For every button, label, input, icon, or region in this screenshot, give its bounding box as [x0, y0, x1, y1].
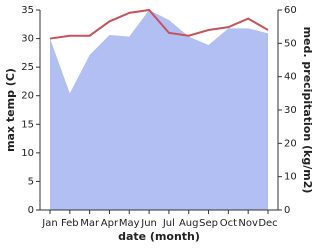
- y-tick-label: 20: [21, 91, 34, 102]
- chart: date (month) max temp (C) med. precipita…: [4, 5, 314, 243]
- x-tick-label: Mar: [80, 218, 100, 229]
- y2-tick-label: 20: [284, 138, 297, 149]
- precipitation-area: [50, 10, 268, 210]
- y2-tick-label: 40: [284, 72, 297, 83]
- x-tick-label: Nov: [238, 218, 258, 229]
- x-tick-label: Apr: [101, 218, 119, 229]
- x-tick-label: Dec: [258, 218, 277, 229]
- x-tick-label: Feb: [61, 218, 79, 229]
- x-tick-label: Jun: [140, 218, 157, 229]
- y-tick-label: 25: [21, 62, 34, 73]
- x-tick-label: Aug: [179, 218, 199, 229]
- x-tick-label: May: [119, 218, 140, 229]
- y-axis-label: max temp (C): [4, 68, 17, 152]
- x-tick-label: Jan: [41, 218, 57, 229]
- y-tick-label: 15: [21, 119, 34, 130]
- y-tick-label: 35: [21, 5, 34, 16]
- x-tick-label: Oct: [220, 218, 237, 229]
- temp-line: [49, 8, 269, 40]
- y-tick-label: 30: [21, 34, 34, 45]
- x-axis-label: date (month): [118, 230, 200, 243]
- y-tick-label: 10: [21, 148, 34, 159]
- x-tick-label: Sep: [199, 218, 218, 229]
- y2-tick-label: 50: [284, 38, 297, 49]
- y2-tick-label: 60: [284, 5, 297, 16]
- y2-tick-label: 0: [284, 205, 290, 216]
- y-tick-label: 5: [28, 176, 34, 187]
- y-tick-label: 0: [28, 205, 34, 216]
- y2-tick-label: 30: [284, 105, 297, 116]
- x-tick-label: Jul: [162, 218, 175, 229]
- y2-tick-label: 10: [284, 172, 297, 183]
- y2-axis-label: med. precipitation (kg/m2): [301, 27, 314, 194]
